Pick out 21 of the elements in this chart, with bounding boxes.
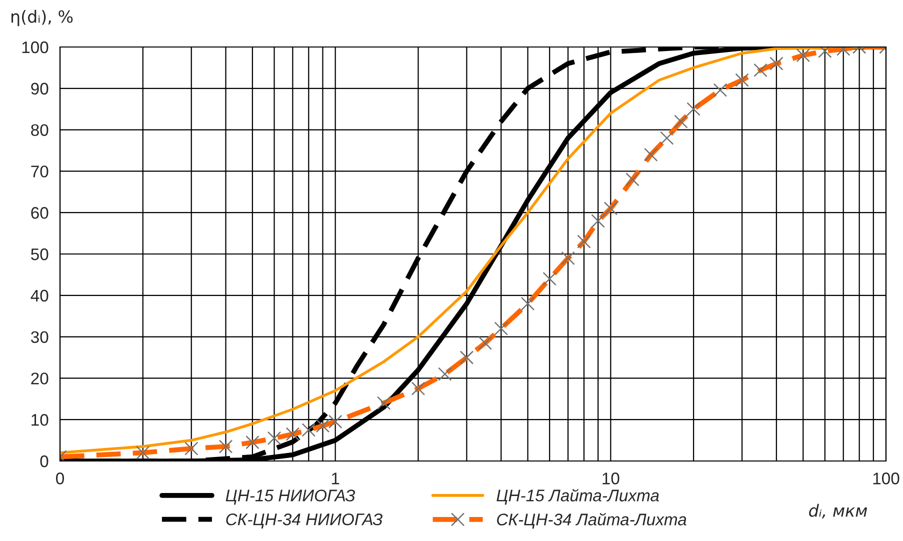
legend-label: СК-ЦН-34 НИИОГАЗ	[226, 514, 382, 528]
x-axis-title: dᵢ, мкм	[809, 504, 868, 519]
y-tick-label: 90	[31, 82, 48, 95]
y-tick-label: 40	[30, 290, 48, 302]
x-tick-label: 1	[332, 472, 340, 484]
x-tick-label: 0	[56, 472, 64, 484]
y-tick-label: 80	[31, 124, 48, 136]
y-tick-label: 0	[40, 455, 48, 468]
y-tick-label: 30	[30, 331, 48, 344]
y-tick-label: 70	[31, 166, 48, 178]
y-axis-title: η(dᵢ), %	[12, 10, 73, 26]
x-tick-label: 100	[873, 472, 900, 484]
y-tick-label: 20	[31, 372, 48, 384]
legend-label: ЦН-15 НИИОГАЗ	[226, 490, 356, 505]
legend-label: ЦН-15 Лайта-Лихта	[496, 488, 659, 505]
y-tick-label: 10	[32, 414, 48, 426]
x-tick-label: 10	[602, 472, 620, 484]
y-tick-label: 50	[31, 248, 48, 260]
legend-label: СК-ЦН-34 Лайта-Лихта	[497, 512, 686, 529]
y-tick-label: 60	[31, 207, 48, 219]
y-tick-label: 100	[22, 41, 48, 54]
